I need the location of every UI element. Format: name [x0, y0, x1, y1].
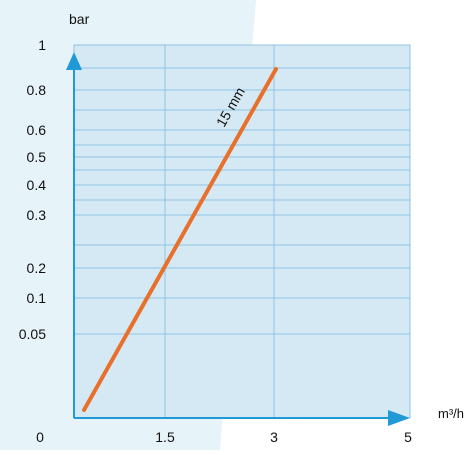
x-axis-label: m³/h [438, 406, 464, 421]
x-tick-labels: 0 1.5 3 5 [36, 429, 412, 445]
y-tick-label: 0.2 [27, 260, 47, 276]
y-tick-label: 0.05 [19, 326, 46, 342]
y-tick-label: 1 [38, 37, 46, 53]
y-tick-labels: 0.05 0.1 0.2 0.3 0.4 0.5 0.6 0.8 1 [19, 37, 46, 342]
y-tick-label: 0.1 [27, 290, 47, 306]
y-tick-label: 0.8 [27, 82, 47, 98]
grid [74, 44, 410, 418]
x-tick-label: 5 [404, 429, 412, 445]
y-tick-label: 0.6 [27, 122, 47, 138]
series-line-15mm [82, 67, 278, 412]
plot-area [73, 44, 411, 419]
x-tick-label: 1.5 [155, 429, 175, 445]
x-tick-label: 3 [270, 429, 278, 445]
y-axis-label: bar [69, 11, 90, 27]
x-axis-arrow-icon [388, 410, 410, 426]
y-tick-label: 0.4 [27, 177, 47, 193]
y-tick-label: 0.5 [27, 149, 47, 165]
y-tick-label: 0.3 [27, 207, 47, 223]
x-tick-label: 0 [36, 429, 44, 445]
y-axis-arrow-icon [66, 52, 82, 70]
